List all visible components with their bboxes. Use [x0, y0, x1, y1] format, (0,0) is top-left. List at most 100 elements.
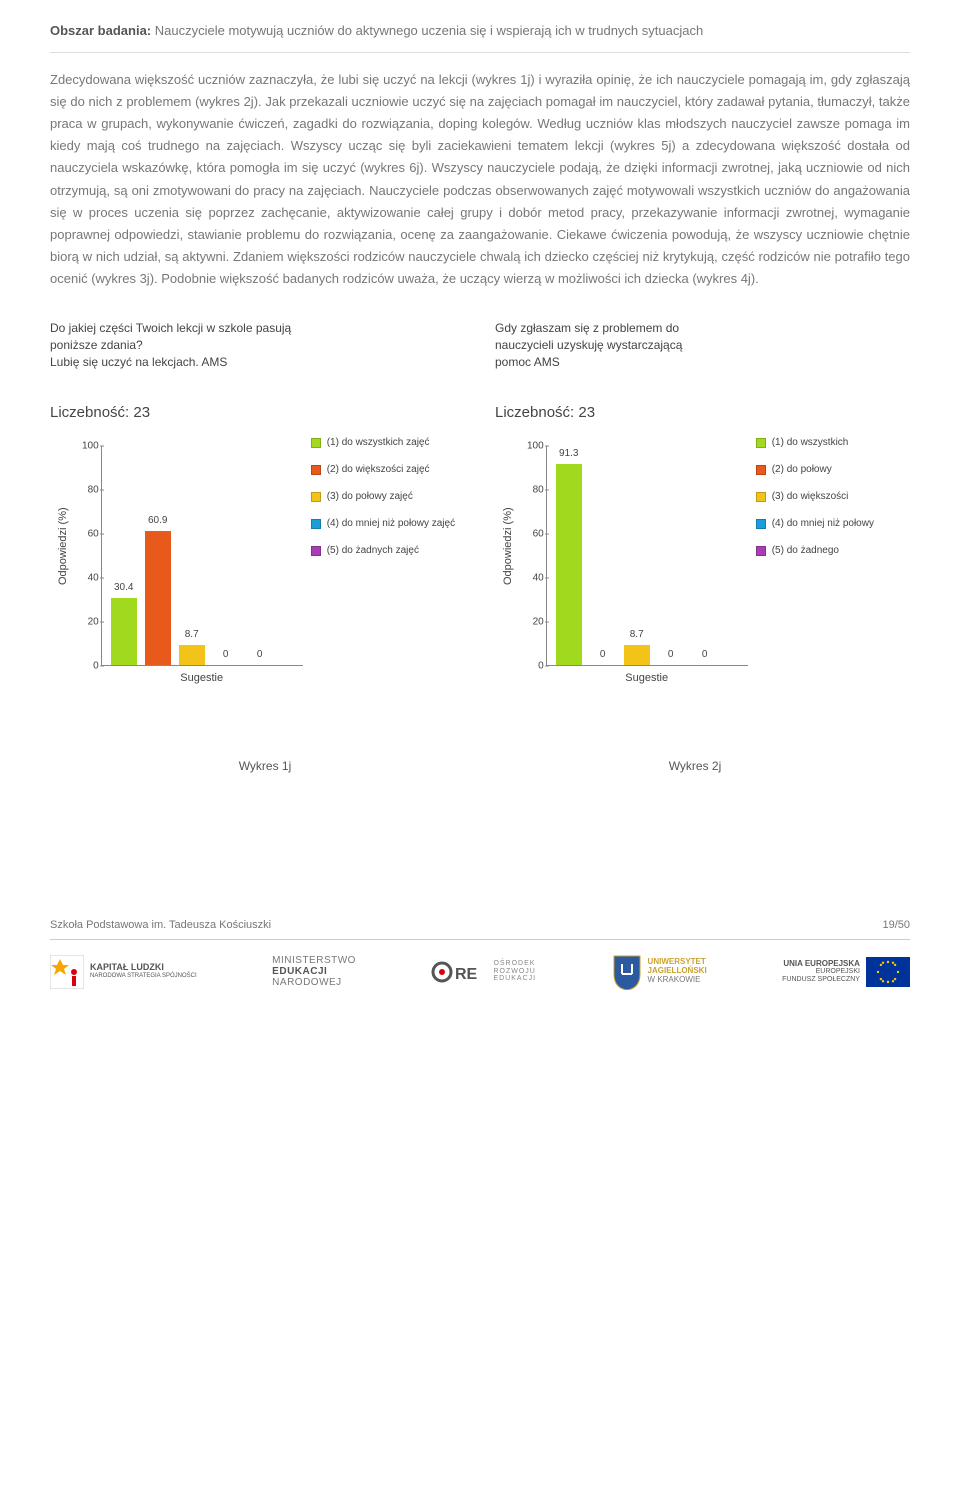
section-heading: Obszar badania: Nauczyciele motywują ucz…: [50, 20, 910, 53]
chart-2-count: Liczebność: 23: [495, 400, 910, 426]
logo-kapital-l1: KAPITAŁ LUDZKI: [90, 963, 197, 973]
legend-swatch: [756, 465, 766, 475]
logo-ore-l3: EDUKACJI: [493, 975, 536, 983]
chart-1-title-l2: poniższe zdania?: [50, 338, 143, 352]
chart-captions: Wykres 1j Wykres 2j: [50, 756, 910, 776]
legend-item: (5) do żadnego: [756, 544, 910, 557]
legend-text: (3) do połowy zajęć: [327, 490, 413, 503]
logo-men-l2: EDUKACJI: [272, 966, 356, 977]
legend-text: (3) do większości: [772, 490, 849, 503]
legend-item: (2) do większości zajęć: [311, 463, 465, 476]
logo-uj: UNIWERSYTET JAGIELLOŃSKI W KRAKOWIE: [612, 954, 707, 990]
bar: 8.7: [624, 645, 650, 664]
legend-text: (2) do większości zajęć: [327, 463, 430, 476]
legend-item: (2) do połowy: [756, 463, 910, 476]
bar-value-label: 0: [668, 646, 674, 663]
chart-1-title: Do jakiej części Twoich lekcji w szkole …: [50, 320, 465, 380]
ytick: 80: [73, 481, 99, 498]
bar-value-label: 0: [702, 646, 708, 663]
chart-2-plot: Sugestie 02040608010091.308.700: [518, 436, 748, 696]
ytick: 100: [73, 437, 99, 454]
axis-y: [546, 446, 547, 666]
section-title: Nauczyciele motywują uczniów do aktywneg…: [155, 23, 703, 38]
chart-1: Do jakiej części Twoich lekcji w szkole …: [50, 320, 465, 696]
body-paragraph: Zdecydowana większość uczniów zaznaczyła…: [50, 69, 910, 290]
section-label: Obszar badania:: [50, 23, 151, 38]
logo-ore-l2: ROZWOJU: [493, 968, 536, 976]
ytick: 0: [73, 657, 99, 674]
chart-2-xlabel: Sugestie: [546, 669, 748, 688]
axis-y: [101, 446, 102, 666]
chart-2-ylabel: Odpowiedzi (%): [495, 436, 518, 696]
ore-icon: RE: [431, 957, 487, 987]
legend-item: (3) do większości: [756, 490, 910, 503]
logo-uj-l3: W KRAKOWIE: [648, 976, 707, 985]
footer-left: Szkoła Podstawowa im. Tadeusza Kościuszk…: [50, 916, 271, 935]
legend-text: (5) do żadnych zajęć: [327, 544, 419, 557]
footer-right: 19/50: [882, 916, 910, 935]
legend-item: (3) do połowy zajęć: [311, 490, 465, 503]
logo-eu-l1: UNIA EUROPEJSKA: [782, 960, 860, 969]
chart-2-title-l2: nauczycieli uzyskuję wystarczającą: [495, 338, 682, 352]
bar: 30.4: [111, 598, 137, 665]
bar-value-label: 0: [257, 646, 263, 663]
chart-1-area: Odpowiedzi (%) Sugestie 02040608010030.4…: [50, 436, 465, 696]
caption-1: Wykres 1j: [50, 756, 480, 776]
legend-text: (4) do mniej niż połowy: [772, 517, 874, 530]
bar-value-label: 8.7: [630, 626, 644, 643]
logo-eu-l3: FUNDUSZ SPOŁECZNY: [782, 976, 860, 984]
ytick: 0: [518, 657, 544, 674]
bar: 8.7: [179, 645, 205, 664]
logo-eu-l2: EUROPEJSKI: [782, 968, 860, 976]
legend-item: (4) do mniej niż połowy zajęć: [311, 517, 465, 530]
logo-eu: UNIA EUROPEJSKA EUROPEJSKI FUNDUSZ SPOŁE…: [782, 957, 910, 987]
axis-x: [101, 665, 303, 666]
bar-value-label: 8.7: [185, 626, 199, 643]
logo-kapital-ludzki: KAPITAŁ LUDZKI NARODOWA STRATEGIA SPÓJNO…: [50, 955, 197, 989]
legend-text: (5) do żadnego: [772, 544, 839, 557]
bar-value-label: 91.3: [559, 445, 578, 462]
legend-item: (1) do wszystkich zajęć: [311, 436, 465, 449]
legend-swatch: [311, 438, 321, 448]
chart-2-title: Gdy zgłaszam się z problemem do nauczyci…: [495, 320, 910, 380]
ytick: 100: [518, 437, 544, 454]
legend-item: (4) do mniej niż połowy: [756, 517, 910, 530]
bar: 91.3: [556, 464, 582, 665]
logo-men-l3: NARODOWEJ: [272, 977, 356, 988]
bar-value-label: 0: [223, 646, 229, 663]
logo-men-l1: MINISTERSTWO: [272, 955, 356, 966]
chart-2-title-l1: Gdy zgłaszam się z problemem do: [495, 321, 679, 335]
bar-value-label: 30.4: [114, 579, 133, 596]
uj-shield-icon: [612, 954, 642, 990]
bar-value-label: 60.9: [148, 512, 167, 529]
chart-2: Gdy zgłaszam się z problemem do nauczyci…: [495, 320, 910, 696]
ytick: 40: [73, 569, 99, 586]
bar: 60.9: [145, 531, 171, 665]
ytick: 40: [518, 569, 544, 586]
chart-1-xlabel: Sugestie: [101, 669, 303, 688]
logo-ore: RE OŚRODEK ROZWOJU EDUKACJI: [431, 957, 536, 987]
eu-flag-icon: [866, 957, 910, 987]
chart-1-count: Liczebność: 23: [50, 400, 465, 426]
legend-swatch: [311, 519, 321, 529]
chart-1-title-l3: Lubię się uczyć na lekcjach. AMS: [50, 355, 227, 369]
legend-swatch: [311, 492, 321, 502]
legend-swatch: [756, 438, 766, 448]
chart-2-legend: (1) do wszystkich (2) do połowy (3) do wię…: [748, 436, 910, 696]
chart-1-ylabel: Odpowiedzi (%): [50, 436, 73, 696]
chart-1-title-l1: Do jakiej części Twoich lekcji w szkole …: [50, 321, 291, 335]
legend-swatch: [311, 546, 321, 556]
chart-2-title-l3: pomoc AMS: [495, 355, 560, 369]
ytick: 80: [518, 481, 544, 498]
chart-1-legend: (1) do wszystkich zajęć (2) do większości…: [303, 436, 465, 696]
logo-men: MINISTERSTWO EDUKACJI NARODOWEJ: [272, 955, 356, 988]
star-person-icon: [50, 955, 84, 989]
ytick: 60: [73, 525, 99, 542]
bar-value-label: 0: [600, 646, 606, 663]
chart-1-plot: Sugestie 02040608010030.460.98.700: [73, 436, 303, 696]
legend-text: (1) do wszystkich: [772, 436, 849, 449]
legend-text: (4) do mniej niż połowy zajęć: [327, 517, 455, 530]
footer-logos: KAPITAŁ LUDZKI NARODOWA STRATEGIA SPÓJNO…: [50, 940, 910, 1010]
legend-swatch: [756, 492, 766, 502]
axis-x: [546, 665, 748, 666]
